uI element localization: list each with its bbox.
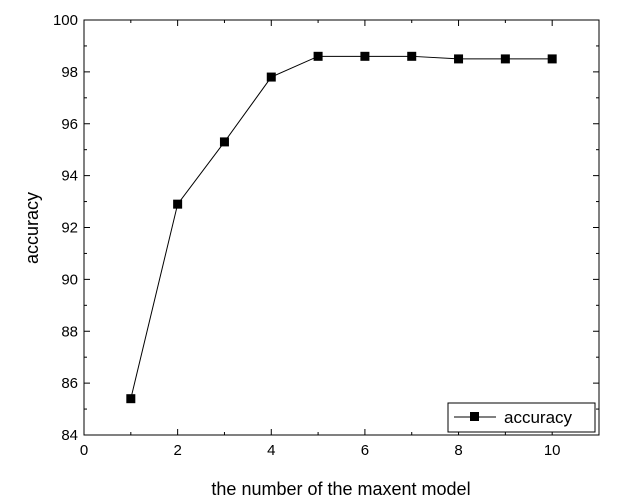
series-line-accuracy xyxy=(130,55,553,399)
y-axis-label: accuracy xyxy=(22,192,42,264)
y-tick-label: 88 xyxy=(61,323,78,340)
legend: accuracy xyxy=(447,402,596,433)
plot-frame xyxy=(83,19,600,436)
data-point xyxy=(266,72,276,82)
data-point xyxy=(219,137,229,147)
legend-marker xyxy=(470,412,479,421)
y-tick-label: 96 xyxy=(61,116,78,133)
data-point xyxy=(407,51,417,61)
y-tick-label: 86 xyxy=(61,375,78,392)
data-point xyxy=(126,394,136,404)
y-tick-label: 84 xyxy=(61,427,78,444)
x-tick-label: 4 xyxy=(267,442,275,459)
y-tick-label: 90 xyxy=(61,271,78,288)
data-point xyxy=(454,54,464,64)
y-tick-label: 92 xyxy=(61,220,78,237)
x-tick-label: 6 xyxy=(361,442,369,459)
series-layer xyxy=(126,51,557,404)
y-tick-label: 100 xyxy=(53,12,78,29)
data-point xyxy=(313,51,323,61)
legend-entry-accuracy: accuracy xyxy=(504,408,573,427)
axis-ticks xyxy=(83,19,600,436)
data-point xyxy=(547,54,557,64)
data-point xyxy=(500,54,510,64)
data-point xyxy=(360,51,370,61)
x-tick-label: 8 xyxy=(454,442,462,459)
y-tick-label: 98 xyxy=(61,64,78,81)
y-tick-label: 94 xyxy=(61,168,78,185)
axis-tick-labels: 0 2 4 6 8 10 84 86 88 90 92 94 96 98 100 xyxy=(53,12,561,459)
x-axis-label: the number of the maxent model xyxy=(211,479,470,499)
x-tick-label: 2 xyxy=(173,442,181,459)
data-point xyxy=(173,199,183,209)
x-tick-label: 0 xyxy=(80,442,88,459)
x-tick-label: 10 xyxy=(544,442,561,459)
